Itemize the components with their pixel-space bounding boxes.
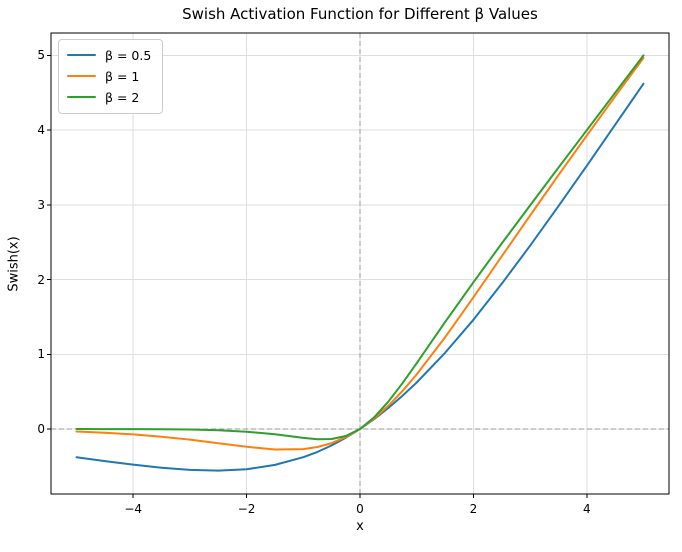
legend-label: β = 1	[105, 68, 140, 84]
legend-label: β = 2	[105, 89, 140, 105]
x-tick-label: −2	[237, 502, 256, 516]
y-tick-label: 5	[37, 48, 45, 63]
legend-item-1: β = 1	[67, 67, 151, 85]
x-axis-label: x	[356, 519, 364, 534]
legend-line-swatch	[67, 53, 96, 57]
y-tick-label: 1	[37, 347, 45, 362]
x-tick-label: 4	[582, 502, 591, 516]
x-tick-label: 0	[356, 502, 364, 516]
legend-line-swatch	[67, 74, 96, 78]
chart-title: Swish Activation Function for Different …	[182, 5, 538, 23]
series-line-2	[75, 54, 645, 441]
legend-label: β = 0.5	[105, 47, 152, 63]
y-tick-label: 0	[37, 421, 45, 436]
x-tick-label: −4	[124, 502, 143, 516]
legend-line-swatch	[67, 95, 96, 99]
legend-item-2: β = 2	[67, 88, 151, 106]
legend-item-0: β = 0.5	[67, 46, 151, 64]
legend: β = 0.5 β = 1 β = 2	[58, 39, 164, 114]
y-tick-label: 2	[37, 272, 45, 287]
y-tick-label: 4	[37, 123, 45, 138]
x-tick-label: 2	[469, 502, 478, 516]
y-tick-label: 3	[37, 197, 45, 212]
